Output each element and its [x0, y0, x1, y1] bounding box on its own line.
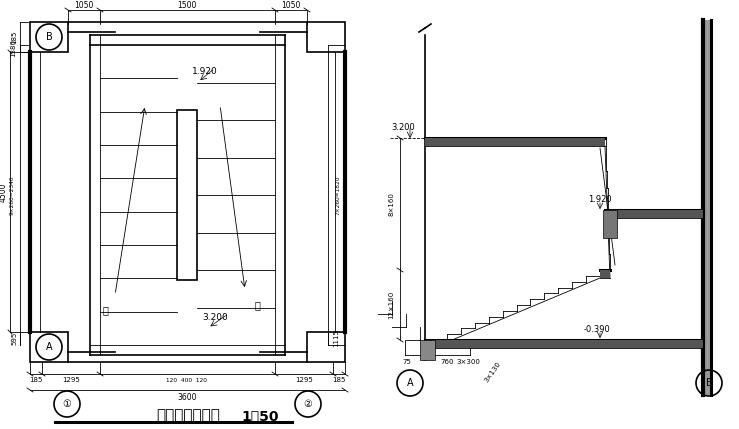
Text: 185: 185 — [11, 30, 17, 44]
Text: B: B — [46, 32, 52, 42]
Text: 185: 185 — [30, 377, 43, 383]
Bar — [30, 22, 68, 52]
Text: 3×130: 3×130 — [484, 360, 503, 384]
Text: 1.920: 1.920 — [588, 196, 612, 205]
Text: 760: 760 — [440, 359, 454, 365]
Text: 3.200: 3.200 — [391, 124, 415, 133]
Bar — [703, 20, 711, 395]
Text: 1：50: 1：50 — [241, 409, 279, 423]
Bar — [600, 270, 610, 278]
Text: 1295: 1295 — [62, 377, 80, 383]
Text: 上: 上 — [102, 305, 108, 315]
Text: 12×160: 12×160 — [388, 291, 394, 319]
Text: 下: 下 — [254, 300, 260, 310]
Bar — [603, 210, 617, 238]
Bar — [605, 210, 703, 218]
Text: A: A — [46, 342, 52, 352]
Bar — [30, 332, 68, 362]
Text: A: A — [406, 378, 413, 388]
Text: 185: 185 — [333, 377, 346, 383]
Bar — [425, 138, 605, 146]
Text: 1500: 1500 — [177, 0, 197, 9]
Text: 595: 595 — [11, 331, 17, 344]
Text: 1295: 1295 — [295, 377, 313, 383]
Text: -0.390: -0.390 — [584, 326, 610, 335]
Text: 楼梯二层平面图: 楼梯二层平面图 — [156, 408, 220, 423]
Text: 4500: 4500 — [0, 182, 7, 202]
Bar — [177, 110, 197, 280]
Text: 3×300: 3×300 — [456, 359, 480, 365]
Text: 3600: 3600 — [177, 393, 197, 402]
Text: B: B — [706, 378, 712, 388]
Bar — [307, 22, 345, 52]
Text: 7×260=1820: 7×260=1820 — [336, 175, 341, 215]
Text: 9×260=2340: 9×260=2340 — [10, 175, 15, 215]
Text: 1115: 1115 — [333, 329, 339, 347]
Bar — [425, 340, 703, 348]
Text: 1050: 1050 — [282, 0, 301, 9]
Text: 1050: 1050 — [75, 0, 94, 9]
Text: 3.200: 3.200 — [202, 314, 228, 323]
Text: ①: ① — [63, 399, 72, 409]
Text: 1.920: 1.920 — [192, 67, 218, 76]
Text: 1380: 1380 — [10, 39, 16, 57]
Bar — [307, 332, 345, 362]
Text: 75: 75 — [403, 359, 412, 365]
Text: 120  400  120: 120 400 120 — [166, 378, 208, 383]
Text: 8×160: 8×160 — [388, 192, 394, 216]
Bar — [420, 340, 435, 360]
Text: ②: ② — [304, 399, 313, 409]
